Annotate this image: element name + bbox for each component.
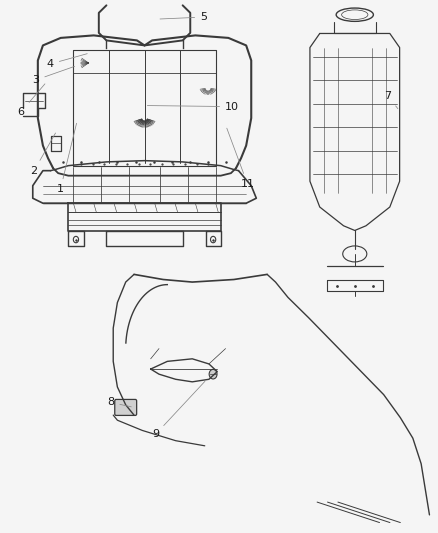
Text: 1: 1 — [57, 123, 77, 194]
Circle shape — [209, 369, 217, 379]
Text: 7: 7 — [384, 91, 398, 109]
Text: 4: 4 — [47, 54, 87, 69]
Text: 9: 9 — [152, 381, 205, 439]
Text: 3: 3 — [32, 67, 74, 85]
Text: 6: 6 — [18, 84, 45, 117]
Text: 2: 2 — [31, 133, 56, 175]
Text: 11: 11 — [227, 128, 254, 189]
FancyBboxPatch shape — [115, 399, 137, 415]
Text: 5: 5 — [160, 12, 207, 22]
Text: 8: 8 — [107, 398, 131, 407]
Text: 10: 10 — [147, 102, 239, 111]
